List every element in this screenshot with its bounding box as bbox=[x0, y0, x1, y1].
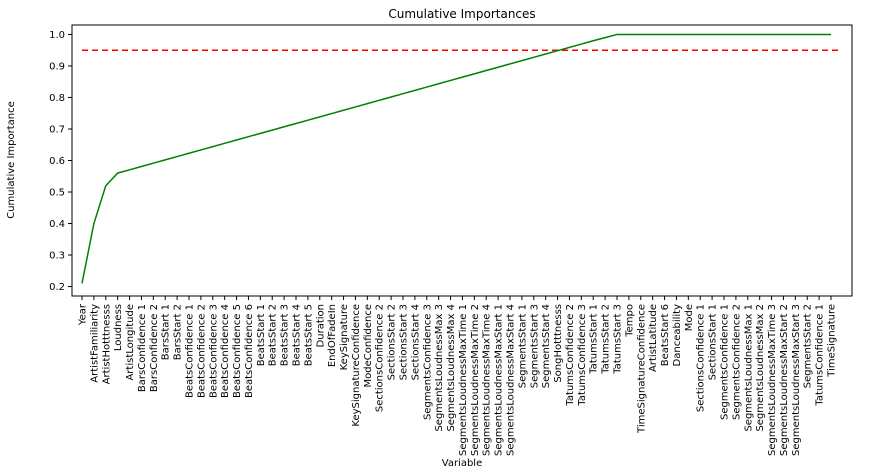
x-tick-label: SegmentsLoudnessMax 3 bbox=[434, 304, 445, 432]
plot-frame bbox=[71, 24, 853, 297]
x-tick-label: BarsStart 2 bbox=[173, 304, 184, 360]
x-tick-label: BarsStart 1 bbox=[161, 304, 172, 360]
x-tick-label: SegmentsLoudnessMax 1 bbox=[743, 304, 754, 432]
y-tick-label: 0.5 bbox=[49, 188, 65, 199]
x-tick-label: TatumsConfidence 3 bbox=[577, 304, 588, 407]
x-tick-label: SegmentsLoudnessMax 2 bbox=[755, 304, 766, 432]
y-tick-label: 0.9 bbox=[49, 61, 65, 72]
x-tick-label: TimeSignature bbox=[827, 304, 838, 378]
x-tick-label: ArtistFamiliarity bbox=[89, 304, 100, 383]
x-tick-label: SegmentsStart 2 bbox=[803, 304, 814, 388]
x-tick-label: BeatsStart 1 bbox=[256, 304, 267, 366]
x-tick-label: BeatsConfidence 1 bbox=[185, 304, 196, 398]
y-axis: 0.2 0.3 0.4 0.5 0.6 0.7 0.8 0.9 1.0 bbox=[49, 30, 72, 293]
x-tick-label: BeatsConfidence 6 bbox=[244, 304, 255, 398]
x-tick-label: BeatsStart 4 bbox=[292, 304, 303, 366]
x-tick-label: TimeSignatureConfidence bbox=[636, 304, 647, 434]
x-tick-label: SectionsStart 4 bbox=[410, 304, 421, 380]
x-tick-label: SegmentsStart 1 bbox=[517, 304, 528, 388]
x-tick-label: SegmentsStart 4 bbox=[541, 304, 552, 388]
x-tick-label: SegmentsConfidence 3 bbox=[422, 304, 433, 420]
x-tick-label: Year bbox=[78, 303, 89, 326]
x-tick-label: BeatsStart 6 bbox=[660, 304, 671, 366]
x-tick-label: ModeConfidence bbox=[363, 304, 374, 387]
x-tick-label: SegmentsLoudnessMaxTime 4 bbox=[482, 304, 493, 456]
x-tick-label: SegmentsLoudnessMaxStart 2 bbox=[779, 304, 790, 456]
y-tick-label: 0.8 bbox=[49, 93, 65, 104]
x-tick-label: BeatsConfidence 5 bbox=[232, 304, 243, 398]
x-tick-label: TatumsConfidence 2 bbox=[565, 304, 576, 407]
x-tick-label: SegmentsLoudnessMaxStart 3 bbox=[791, 304, 802, 456]
x-tick-label: Mode bbox=[684, 304, 695, 331]
x-tick-label: BeatsConfidence 2 bbox=[196, 304, 207, 398]
y-tick-label: 0.2 bbox=[49, 282, 65, 293]
x-tick-label: BarsConfidence 1 bbox=[137, 304, 148, 392]
x-tick-label: ArtistLongitude bbox=[125, 304, 136, 381]
x-tick-label: BeatsConfidence 4 bbox=[220, 304, 231, 398]
x-tick-label: Danceability bbox=[672, 304, 683, 367]
x-tick-label: SegmentsConfidence 2 bbox=[731, 304, 742, 420]
y-axis-label: Cumulative Importance bbox=[6, 101, 17, 219]
x-tick-label: SegmentsLoudnessMax 4 bbox=[446, 304, 457, 432]
x-axis-label: Variable bbox=[442, 458, 483, 469]
series-line bbox=[81, 33, 831, 284]
x-tick-label: BarsConfidence 2 bbox=[149, 304, 160, 392]
x-tick-label: Loudness bbox=[113, 304, 124, 351]
y-tick-label: 0.6 bbox=[49, 156, 65, 167]
x-axis: Year ArtistFamiliarity ArtistHotttnesss Lou… bbox=[78, 296, 838, 456]
x-tick-label: TatumsConfidence 1 bbox=[815, 304, 826, 407]
chart-title: Cumulative Importances bbox=[388, 7, 535, 21]
x-tick-label: SegmentsLoudnessMaxStart 1 bbox=[494, 304, 505, 456]
x-tick-label: KeySignature bbox=[339, 304, 350, 370]
x-tick-label: SectionsStart 3 bbox=[399, 304, 410, 380]
x-tick-label: SegmentsLoudnessMaxStart 4 bbox=[506, 304, 517, 456]
x-tick-label: SectionsConfidence 2 bbox=[375, 304, 386, 412]
x-tick-label: SegmentsLoudnessMaxTime 3 bbox=[767, 304, 778, 456]
x-tick-label: KeySignatureConfidence bbox=[351, 304, 362, 427]
y-tick-label: 0.3 bbox=[49, 251, 65, 262]
x-tick-label: ArtistLatitude bbox=[648, 304, 659, 372]
x-tick-label: TatumsStart 2 bbox=[601, 304, 612, 375]
x-tick-label: Tempo bbox=[624, 304, 635, 338]
x-tick-label: EndOfFadeIn bbox=[327, 304, 338, 367]
y-tick-label: 0.4 bbox=[49, 219, 65, 230]
y-tick-label: 1.0 bbox=[49, 30, 65, 41]
x-tick-label: TatumsStart 1 bbox=[589, 304, 600, 375]
x-tick-label: SegmentsStart 3 bbox=[529, 304, 540, 388]
y-tick-label: 0.7 bbox=[49, 124, 65, 135]
x-tick-label: SongHotttnesss bbox=[553, 304, 564, 383]
x-tick-label: SegmentsConfidence 1 bbox=[720, 304, 731, 420]
x-tick-label: BeatsConfidence 3 bbox=[208, 304, 219, 398]
x-tick-label: BeatsStart 5 bbox=[303, 304, 314, 366]
plot-area bbox=[81, 33, 839, 284]
x-tick-label: ArtistHotttnesss bbox=[101, 304, 112, 384]
x-tick-label: BeatsStart 3 bbox=[280, 304, 291, 366]
x-tick-label: BeatsStart 2 bbox=[268, 304, 279, 366]
x-tick-label: SegmentsLoudnessMaxTime 1 bbox=[458, 304, 469, 456]
x-tick-label: TatumsStart 3 bbox=[613, 304, 624, 375]
x-tick-label: SectionsStart 2 bbox=[387, 304, 398, 380]
x-tick-label: Duration bbox=[315, 304, 326, 347]
x-tick-label: SectionsStart 1 bbox=[708, 304, 719, 380]
x-tick-label: SectionsConfidence 1 bbox=[696, 304, 707, 412]
x-tick-label: SegmentsLoudnessMaxTime 2 bbox=[470, 304, 481, 456]
